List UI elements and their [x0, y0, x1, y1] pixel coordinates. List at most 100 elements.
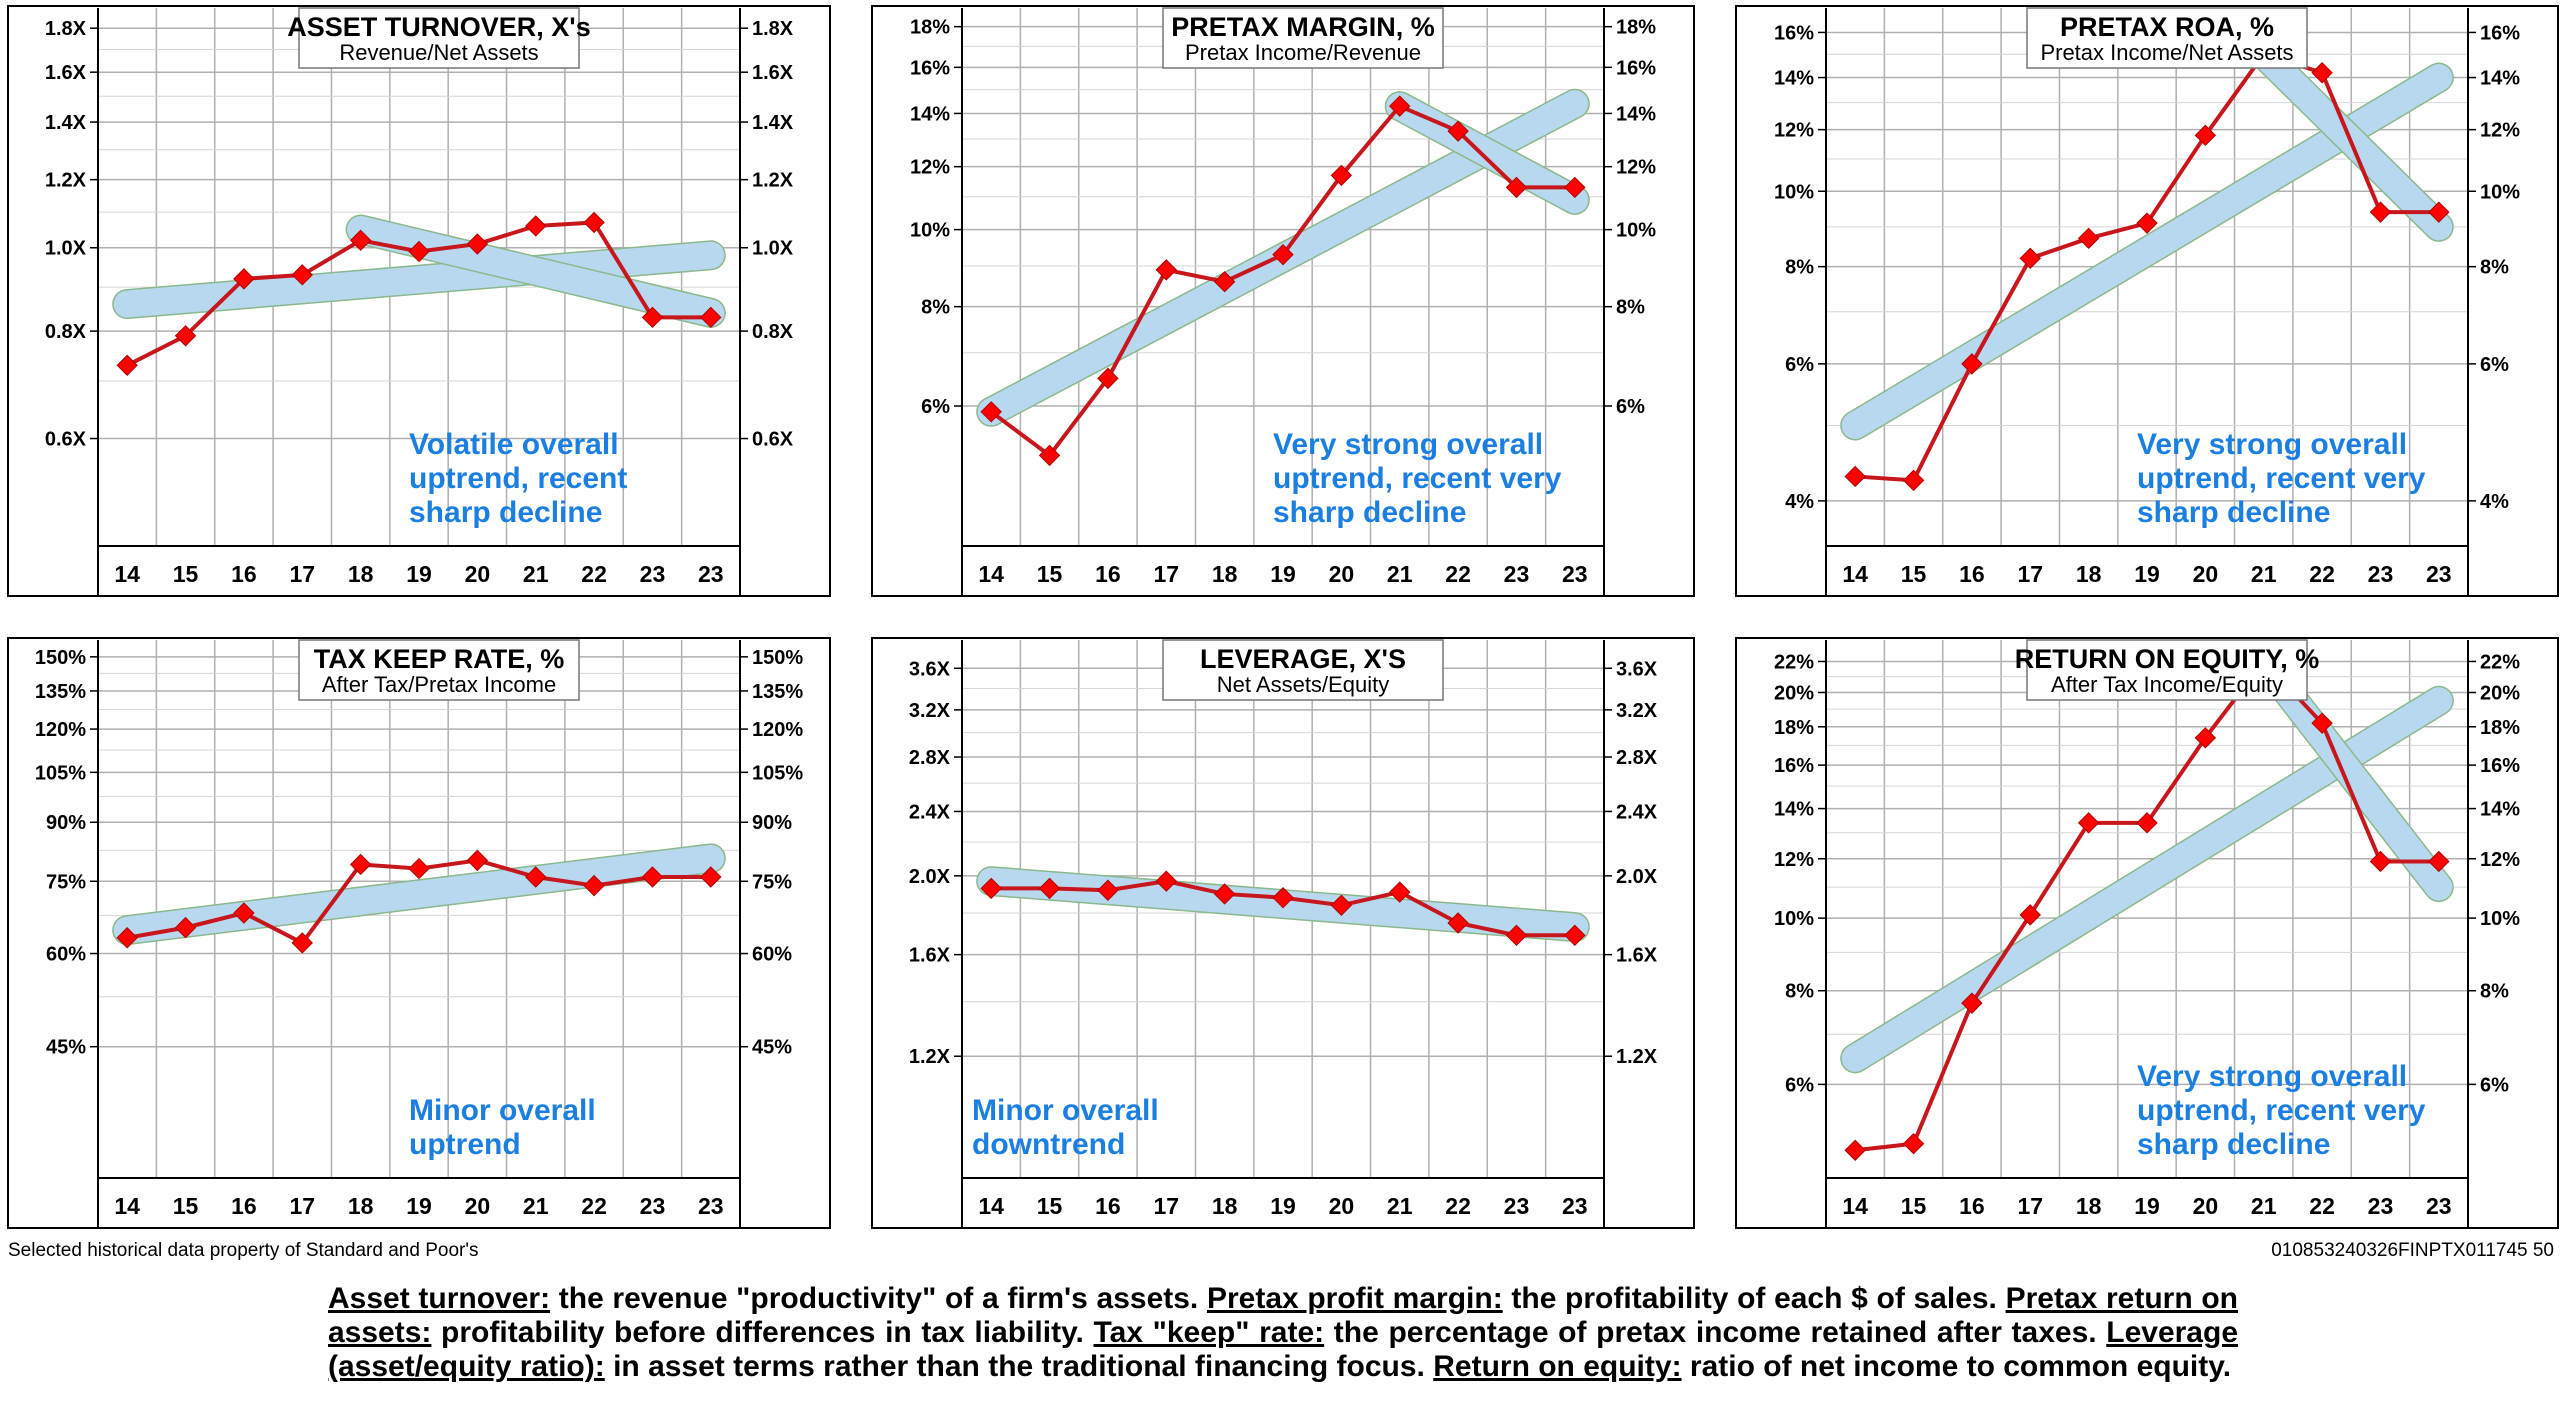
annotation-line: Minor overall	[972, 1094, 1159, 1127]
y-tick-label-left: 1.2X	[45, 170, 87, 192]
data-point	[1961, 992, 1983, 1014]
data-point	[2369, 201, 2392, 223]
data-point	[525, 866, 547, 888]
annotation-line: sharp decline	[409, 496, 602, 529]
y-tick-label-right: 135%	[752, 681, 803, 703]
y-tick-label-right: 1.2X	[1616, 1046, 1658, 1068]
data-point	[2369, 850, 2392, 873]
data-point	[2019, 247, 2041, 270]
data-point	[2428, 850, 2450, 873]
chart-subtitle: Pretax Income/Revenue	[1185, 40, 1421, 65]
annotation-line: Volatile overall	[409, 428, 619, 461]
y-tick-label-left: 6%	[921, 396, 950, 418]
x-tick-label: 18	[1212, 561, 1238, 587]
x-tick-label: 23	[2426, 1193, 2452, 1219]
x-tick-label: 22	[581, 561, 607, 587]
data-point	[408, 857, 430, 880]
y-tick-label-left: 16%	[1774, 755, 1814, 777]
y-tick-label-left: 0.8X	[45, 321, 87, 343]
y-tick-label-left: 90%	[46, 812, 86, 834]
y-tick-label-right: 4%	[2480, 491, 2509, 513]
title-box	[2026, 639, 2308, 701]
y-tick-label-left: 8%	[1785, 257, 1814, 279]
y-tick-label-right: 20%	[2480, 682, 2520, 704]
y-tick-label-right: 60%	[752, 944, 792, 966]
x-tick-label: 17	[1153, 1193, 1179, 1219]
x-tick-label: 14	[1842, 561, 1868, 587]
data-point	[2311, 712, 2333, 734]
y-tick-label-right: 8%	[2480, 257, 2509, 279]
data-point	[466, 233, 489, 255]
annotation-line: uptrend	[409, 1128, 521, 1161]
y-tick-label-left: 10%	[910, 220, 950, 242]
def-roe: ratio of net income to common equity.	[1681, 1350, 2232, 1383]
def-leverage: in asset terms rather than the tradition…	[604, 1350, 1434, 1383]
y-tick-label-left: 3.6X	[909, 658, 951, 680]
x-tick-label: 20	[1329, 561, 1355, 587]
chart-title: LEVERAGE, X'S	[1200, 644, 1406, 674]
y-tick-label-right: 18%	[2480, 717, 2520, 739]
def-pretax-roa: profitability before differences in tax …	[431, 1316, 1094, 1349]
x-tick-label: 19	[1270, 1193, 1296, 1219]
data-point	[1038, 444, 1061, 467]
y-tick-label-right: 12%	[2480, 849, 2520, 871]
data-point	[1447, 912, 1469, 934]
x-tick-label: 20	[1329, 1193, 1355, 1219]
document-code: 010853240326FINPTX011745 50	[2271, 1240, 2554, 1261]
x-tick-label: 20	[465, 1193, 491, 1219]
y-tick-label-right: 8%	[2480, 981, 2509, 1003]
x-tick-label: 14	[978, 561, 1004, 587]
annotation-line: Very strong overall	[2137, 428, 2407, 461]
y-tick-label-right: 1.4X	[752, 112, 794, 134]
y-tick-label-right: 16%	[1616, 57, 1656, 79]
x-tick-label: 18	[2076, 561, 2102, 587]
data-point	[641, 866, 664, 888]
data-point	[1272, 886, 1294, 909]
trend-band	[1386, 92, 1589, 214]
y-tick-label-right: 8%	[1616, 297, 1645, 319]
y-tick-label-left: 8%	[921, 297, 950, 319]
x-tick-label: 15	[1037, 561, 1063, 587]
data-point	[700, 306, 722, 329]
x-tick-label: 19	[1270, 561, 1296, 587]
data-point	[1213, 883, 1236, 905]
x-tick-label: 21	[1387, 561, 1413, 587]
charts-grid: 0.6X 0.6X 0.8X 0.8X 1.0X 1.0X 1.2X 1.2X 1.4X 1.4X…	[7, 5, 2559, 1229]
chart-subtitle: Revenue/Net Assets	[339, 40, 538, 65]
chart-title: RETURN ON EQUITY, %	[2015, 644, 2320, 674]
data-point	[466, 849, 489, 872]
y-tick-label-left: 10%	[1774, 181, 1814, 203]
y-tick-label-left: 135%	[35, 681, 86, 703]
x-tick-label: 17	[1153, 561, 1179, 587]
annotation-line: sharp decline	[2137, 1128, 2330, 1161]
data-point	[700, 866, 722, 888]
annotation-line: uptrend, recent very	[2137, 1094, 2426, 1127]
y-tick-label-right: 150%	[752, 647, 803, 669]
x-tick-label: 16	[231, 561, 257, 587]
y-tick-label-left: 16%	[910, 57, 950, 79]
y-tick-label-right: 6%	[2480, 1074, 2509, 1096]
x-tick-label: 21	[1387, 1193, 1413, 1219]
annotation-line: Very strong overall	[2137, 1060, 2407, 1093]
y-tick-label-right: 10%	[1616, 220, 1656, 242]
chart-title: ASSET TURNOVER, X's	[287, 12, 590, 42]
y-tick-label-right: 16%	[2480, 755, 2520, 777]
y-tick-label-right: 1.0X	[752, 238, 794, 260]
x-tick-label: 23	[698, 1193, 724, 1219]
y-tick-label-left: 2.4X	[909, 801, 951, 823]
y-tick-label-left: 10%	[1774, 908, 1814, 930]
x-tick-label: 14	[114, 1193, 140, 1219]
data-point	[174, 325, 197, 347]
data-point	[2194, 727, 2217, 749]
y-tick-label-right: 10%	[2480, 908, 2520, 930]
chart-subtitle: Pretax Income/Net Assets	[2040, 40, 2293, 65]
data-point	[1097, 879, 1119, 901]
data-point	[980, 877, 1002, 900]
data-point	[1272, 243, 1294, 266]
y-tick-label-right: 1.2X	[752, 170, 794, 192]
y-tick-label-right: 12%	[2480, 120, 2520, 142]
def-asset-turnover: the revenue "productivity" of a firm's a…	[550, 1282, 1207, 1315]
term-asset-turnover: Asset turnover:	[328, 1282, 551, 1315]
title-box	[1162, 639, 1444, 701]
y-tick-label-left: 3.2X	[909, 700, 951, 722]
